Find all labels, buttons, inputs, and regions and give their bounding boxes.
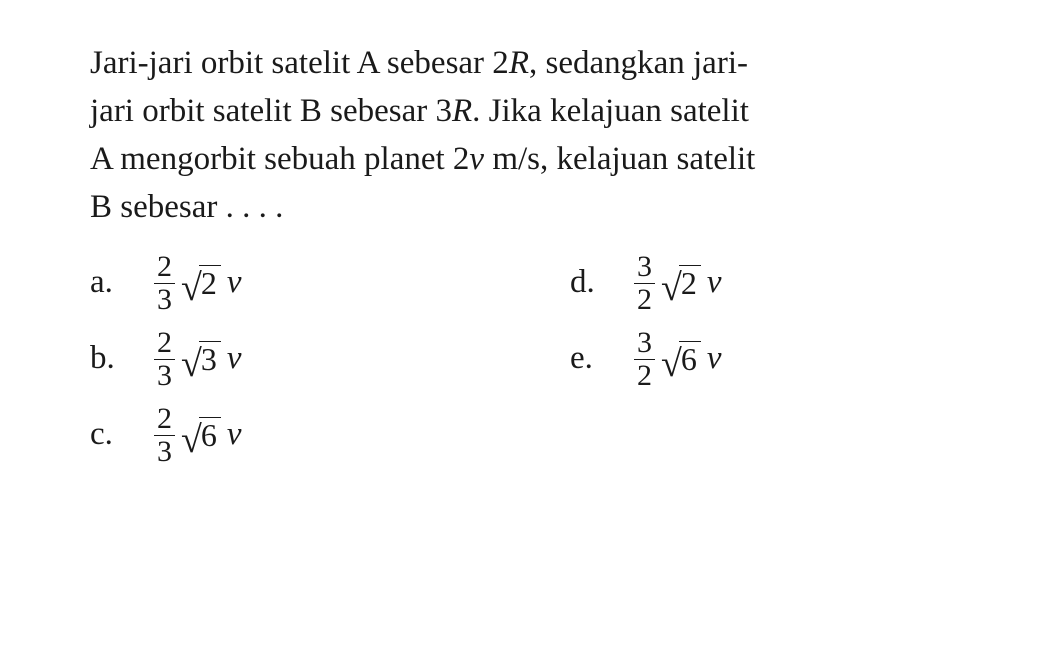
radical-icon: √ [181, 348, 202, 380]
q-text: jari orbit satelit B sebesar 3 [90, 93, 452, 129]
radical-icon: √ [181, 272, 202, 304]
denominator: 2 [634, 283, 655, 316]
denominator: 3 [154, 359, 175, 392]
square-root: √ 2 [181, 265, 221, 301]
radicand: 6 [679, 341, 701, 377]
q-text: B sebesar . . . . [90, 189, 283, 225]
physics-problem: Jari-jari orbit satelit A sebesar 2R, se… [0, 0, 1055, 666]
denominator: 2 [634, 359, 655, 392]
q-text: . Jika kelajuan satelit [472, 93, 749, 129]
option-key: c. [90, 411, 154, 459]
options-column-right: d. 3 2 √ 2 v e. 3 2 √ 6 [570, 245, 950, 473]
radical-icon: √ [661, 272, 682, 304]
variable-v: v [227, 411, 242, 459]
fraction: 2 3 [154, 403, 175, 467]
radicand: 3 [199, 341, 221, 377]
numerator: 3 [634, 327, 655, 359]
q-text: m/s, kelajuan satelit [484, 141, 755, 177]
numerator: 2 [154, 251, 175, 283]
square-root: √ 3 [181, 341, 221, 377]
fraction: 2 3 [154, 327, 175, 391]
q-var-v: v [469, 141, 484, 177]
option-d: d. 3 2 √ 2 v [570, 245, 950, 321]
q-var-R1: R [509, 45, 529, 81]
radical-icon: √ [661, 348, 682, 380]
question-text: Jari-jari orbit satelit A sebesar 2R, se… [90, 40, 965, 231]
fraction: 2 3 [154, 251, 175, 315]
options-container: a. 2 3 √ 2 v b. 2 3 √ 3 [90, 245, 965, 473]
options-column-left: a. 2 3 √ 2 v b. 2 3 √ 3 [90, 245, 570, 473]
numerator: 2 [154, 327, 175, 359]
q-text: , sedangkan jari- [529, 45, 748, 81]
option-e: e. 3 2 √ 6 v [570, 321, 950, 397]
q-text: A mengorbit sebuah planet 2 [90, 141, 469, 177]
option-key: d. [570, 259, 634, 307]
option-b: b. 2 3 √ 3 v [90, 321, 570, 397]
radical-icon: √ [181, 424, 202, 456]
variable-v: v [227, 259, 242, 307]
denominator: 3 [154, 283, 175, 316]
q-text: Jari-jari orbit satelit A sebesar 2 [90, 45, 509, 81]
radicand: 2 [199, 265, 221, 301]
q-var-R2: R [452, 93, 472, 129]
numerator: 3 [634, 251, 655, 283]
fraction: 3 2 [634, 251, 655, 315]
denominator: 3 [154, 435, 175, 468]
variable-v: v [707, 335, 722, 383]
square-root: √ 6 [661, 341, 701, 377]
option-key: a. [90, 259, 154, 307]
option-c: c. 2 3 √ 6 v [90, 397, 570, 473]
numerator: 2 [154, 403, 175, 435]
option-key: b. [90, 335, 154, 383]
radicand: 6 [199, 417, 221, 453]
option-a: a. 2 3 √ 2 v [90, 245, 570, 321]
variable-v: v [707, 259, 722, 307]
fraction: 3 2 [634, 327, 655, 391]
square-root: √ 6 [181, 417, 221, 453]
radicand: 2 [679, 265, 701, 301]
square-root: √ 2 [661, 265, 701, 301]
option-key: e. [570, 335, 634, 383]
variable-v: v [227, 335, 242, 383]
